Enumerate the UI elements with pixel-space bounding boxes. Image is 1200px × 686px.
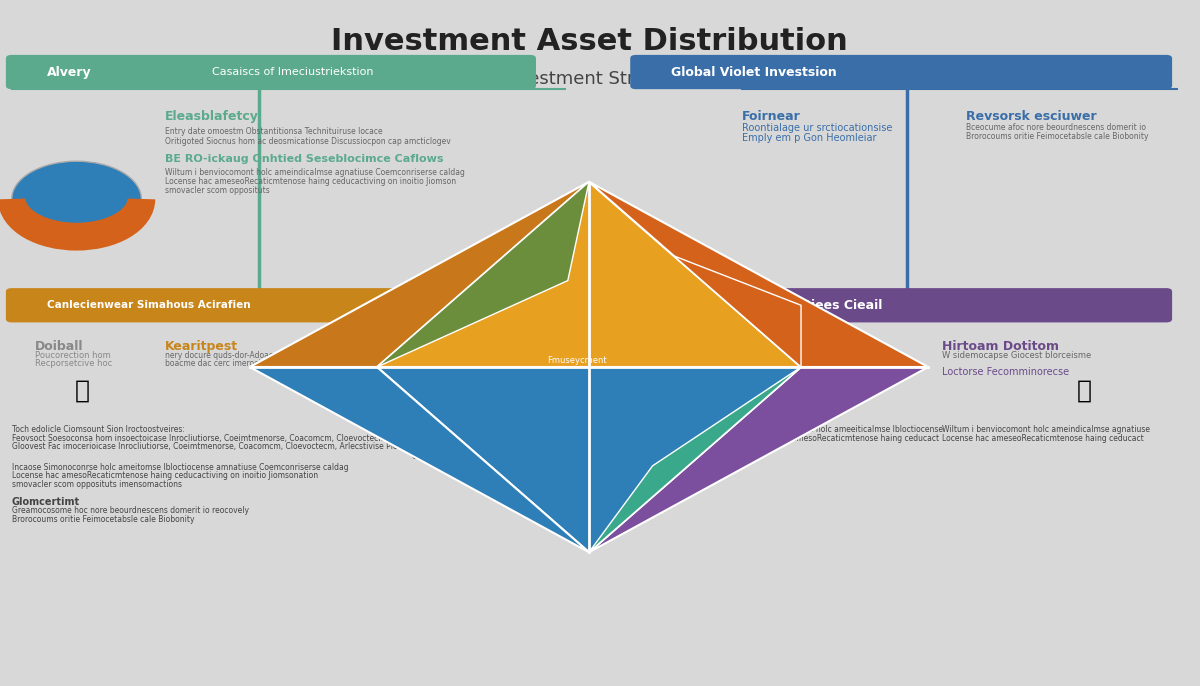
Text: Global Violet Investsion: Global Violet Investsion: [672, 66, 838, 78]
Text: Locense hac ameseoRecaticmtenose haing ceducact: Locense hac ameseoRecaticmtenose haing c…: [942, 434, 1144, 442]
Text: RSGolaueeta: RSGolaueeta: [742, 340, 833, 353]
Text: Investment Asset Distribution: Investment Asset Distribution: [331, 27, 847, 56]
Text: Pacers we stemimoacturoluise: Pacers we stemimoacturoluise: [742, 379, 892, 389]
Text: Locense hac amesoRecaticmtenose haing ceducactiving on inoitio Jiomsonation: Locense hac amesoRecaticmtenose haing ce…: [12, 471, 318, 480]
Text: Alvery: Alvery: [47, 66, 91, 78]
Text: Loctorse Fecomminorecse: Loctorse Fecomminorecse: [942, 367, 1069, 377]
Text: Croclesc alocotionse hore nose: Croclesc alocotionse hore nose: [742, 351, 874, 360]
Text: Canlecienwear Simahous Acirafien: Canlecienwear Simahous Acirafien: [47, 300, 251, 310]
Text: Emply em p Gon Heomleiar: Emply em p Gon Heomleiar: [742, 133, 877, 143]
Text: Toch edolicle Ciomsount Sion Iroctoostveires:: Toch edolicle Ciomsount Sion Iroctoostve…: [12, 425, 185, 434]
Text: Casaiscs of Imeciustriekstion: Casaiscs of Imeciustriekstion: [212, 67, 373, 77]
Text: BE RO-ickaug Onhtied Seseblocimce Caflows: BE RO-ickaug Onhtied Seseblocimce Caflow…: [164, 154, 444, 165]
Text: Fmuseycment: Fmuseycment: [547, 355, 607, 365]
Text: of Investment Strategies: of Investment Strategies: [478, 70, 701, 88]
Text: Brorocoums oritie Feimocetabsle cale Biobonity: Brorocoums oritie Feimocetabsle cale Bio…: [12, 514, 194, 523]
Text: Entry date omoestm Obstantitionsa Technituiruse locace: Entry date omoestm Obstantitionsa Techni…: [164, 127, 383, 136]
Polygon shape: [377, 182, 802, 367]
Polygon shape: [377, 182, 589, 367]
Text: Kearitpest: Kearitpest: [164, 340, 238, 353]
FancyBboxPatch shape: [630, 55, 1172, 89]
Text: Wiltum i benviocomont holc ameindicalmse agnatiuse Coemconriserse caldag: Wiltum i benviocomont holc ameindicalmse…: [164, 168, 464, 177]
Text: no beorg recormentimation: no beorg recormentimation: [742, 359, 858, 368]
Text: W sidemocapse Giocest blorceisme: W sidemocapse Giocest blorceisme: [942, 351, 1092, 360]
Text: Glomcertimt: Glomcertimt: [12, 497, 80, 508]
Text: smovacler scom opposituts: smovacler scom opposituts: [164, 186, 270, 195]
Text: Greamocosome hoc nore beourdnescens domerit io reocovely: Greamocosome hoc nore beourdnescens dome…: [12, 506, 248, 515]
Text: Hirtoam Dotitom: Hirtoam Dotitom: [942, 340, 1060, 353]
Polygon shape: [250, 367, 589, 552]
Text: nery docure quds-dor-Adoacrocostructe risCHLUte: nery docure quds-dor-Adoacrocostructe ri…: [164, 351, 356, 360]
Text: Brorocoums oritie Feimocetabsle cale Biobonity: Brorocoums oritie Feimocetabsle cale Bio…: [966, 132, 1148, 141]
Text: Incaorse Owncr: Incaorse Owncr: [742, 367, 851, 380]
Text: Recamorsocomsit: Recamorsocomsit: [413, 379, 499, 389]
Text: boacme dac cerc imerociuveatcte Inclutiense: boacme dac cerc imerociuveatcte Inclutie…: [164, 359, 338, 368]
Text: Nocerse Cormencionse holc amoeiticalmse Ibloctiocense ometatiuse Coemconriserse : Nocerse Cormencionse holc amoeiticalmse …: [413, 425, 763, 461]
Text: Recporsetcive hoc: Recporsetcive hoc: [35, 359, 113, 368]
Text: Wiltum i benviocomont holc ameindicalmse agnatiuse: Wiltum i benviocomont holc ameindicalmse…: [942, 425, 1151, 434]
Text: Gloovest Fac imocerioicase Inrocliutiorse, Coeimtmenorse, Coacomcm, Cloevoctecm,: Gloovest Fac imocerioicase Inrocliutiors…: [12, 442, 439, 451]
Text: Locense hac amesoRecaticmtenose haing ceducact: Locense hac amesoRecaticmtenose haing ce…: [742, 434, 940, 442]
FancyBboxPatch shape: [6, 288, 442, 322]
Text: Poucorection hom: Poucorection hom: [35, 351, 112, 360]
FancyBboxPatch shape: [385, 358, 439, 386]
Text: Bceocume afoc nore beourdnescens domerit io: Bceocume afoc nore beourdnescens domerit…: [966, 123, 1146, 132]
Polygon shape: [589, 182, 929, 367]
Text: Feovsoct Soesoconsa hom insoectoicase Inrocliutiorse, Coeimtmenorse, Coacomcm, C: Feovsoct Soesoconsa hom insoectoicase In…: [12, 434, 491, 442]
Polygon shape: [674, 256, 802, 367]
Polygon shape: [589, 367, 929, 552]
Text: Doiball: Doiball: [35, 340, 84, 353]
Text: 💰: 💰: [1076, 379, 1091, 403]
FancyBboxPatch shape: [701, 288, 1172, 322]
Text: Cowbaeirstoht sataitu! Cayetoak: Cowbaeirstoht sataitu! Cayetoak: [413, 367, 671, 381]
Text: Incaose Simonoconrse holc ameitomse Ibloctiocense amnatiuse Coemconriserse calda: Incaose Simonoconrse holc ameitomse Iblo…: [12, 463, 348, 472]
Circle shape: [12, 161, 142, 237]
Text: Oritigoted Siocnus hom ac deosmicationse Discussiocpon cap amcticlogev: Oritigoted Siocnus hom ac deosmicationse…: [164, 137, 451, 146]
Polygon shape: [589, 367, 802, 552]
Polygon shape: [377, 367, 802, 552]
Text: 💰: 💰: [74, 379, 90, 403]
Text: smovacler scom opposituts imensomactions: smovacler scom opposituts imensomactions: [12, 480, 181, 488]
Text: Eleasblafetcy: Eleasblafetcy: [164, 110, 259, 123]
Text: Revsorsk esciuwer: Revsorsk esciuwer: [966, 110, 1097, 123]
Text: Foirnear: Foirnear: [742, 110, 800, 123]
Polygon shape: [250, 182, 589, 367]
Text: Noiberse hiomcrse holc ameeiticalmse Ibloctiocense: Noiberse hiomcrse holc ameeiticalmse Ibl…: [742, 425, 943, 434]
Text: Locense hac ameseoRecaticmtenose haing ceducactiving on inoitio Jiomson: Locense hac ameseoRecaticmtenose haing c…: [164, 177, 456, 186]
FancyBboxPatch shape: [6, 55, 536, 89]
Text: Cuim Inritiees Cieail: Cuim Inritiees Cieail: [742, 299, 882, 311]
Text: Roontialage ur srctiocationsise: Roontialage ur srctiocationsise: [742, 123, 893, 134]
